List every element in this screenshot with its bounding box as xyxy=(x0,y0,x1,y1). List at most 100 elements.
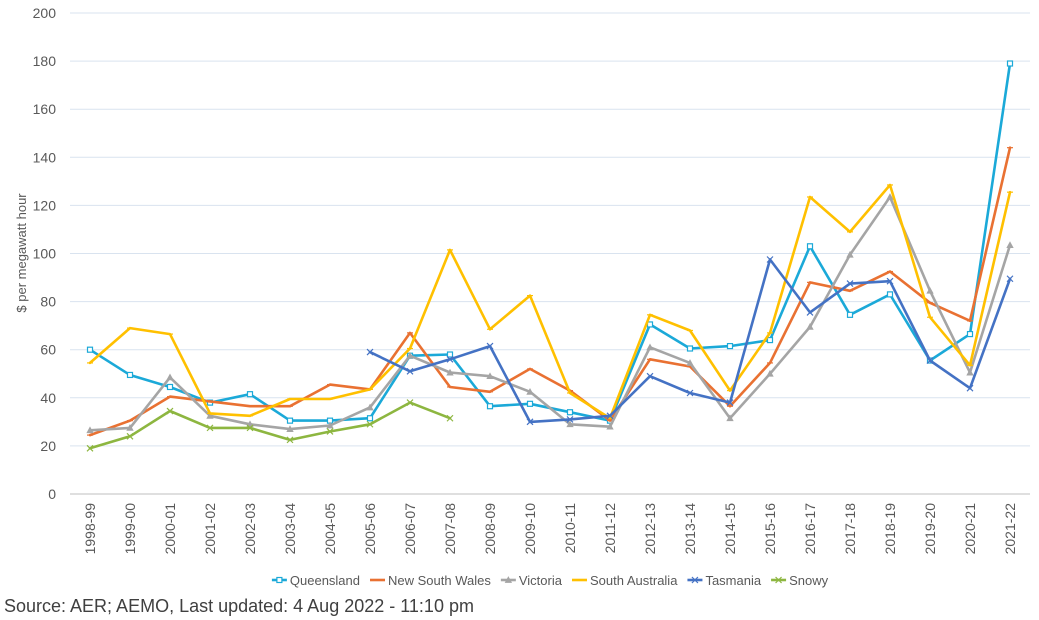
y-tick-label: 120 xyxy=(33,197,57,213)
y-tick-label: 80 xyxy=(40,294,56,310)
data-point xyxy=(446,368,454,376)
data-point xyxy=(606,412,614,420)
data-point xyxy=(366,415,374,422)
series-line xyxy=(88,62,1012,422)
data-point xyxy=(276,576,283,584)
legend: Queensland New South Wales Victoria South A… xyxy=(271,573,829,588)
data-point xyxy=(846,280,854,287)
legend-item: New South Wales xyxy=(370,573,491,588)
data-point xyxy=(286,425,294,432)
data-point xyxy=(1006,275,1014,283)
x-tick-label: 2019-20 xyxy=(922,503,938,555)
data-point xyxy=(206,412,214,419)
data-point xyxy=(486,342,494,350)
data-point xyxy=(766,336,774,344)
data-point xyxy=(446,355,454,363)
data-point xyxy=(966,330,974,338)
data-point xyxy=(646,372,654,380)
data-point xyxy=(526,418,534,426)
x-tick-label: 2017-18 xyxy=(842,503,858,555)
data-point xyxy=(686,345,694,352)
data-point xyxy=(326,421,334,429)
x-tick-label: 2005-06 xyxy=(362,503,378,555)
x-tick-label: 2012-13 xyxy=(642,503,658,555)
data-point xyxy=(486,403,494,410)
data-point xyxy=(166,373,174,381)
data-point xyxy=(326,428,334,435)
x-tick-label: 2004-05 xyxy=(322,503,338,555)
y-tick-label: 200 xyxy=(33,5,57,21)
series-new-south-wales xyxy=(87,146,1013,437)
data-point xyxy=(406,399,414,407)
series-line xyxy=(88,183,1012,420)
x-tick-label: 2007-08 xyxy=(442,503,458,555)
x-tick-label: 2008-09 xyxy=(482,503,498,555)
y-tick-label: 140 xyxy=(33,149,57,165)
series-line xyxy=(88,401,452,450)
data-point xyxy=(806,243,814,250)
data-point xyxy=(775,576,783,584)
data-point xyxy=(86,426,94,434)
data-point xyxy=(691,576,699,584)
legend-label: Queensland xyxy=(290,573,360,588)
x-tick-label: 2009-10 xyxy=(522,503,538,555)
legend-item: South Australia xyxy=(571,573,678,588)
data-point xyxy=(366,348,374,356)
data-point xyxy=(504,576,513,583)
data-point xyxy=(406,367,414,375)
legend-item: Tasmania xyxy=(687,573,762,588)
x-tick-label: 2020-21 xyxy=(962,503,978,555)
y-tick-label: 0 xyxy=(48,486,56,502)
source-note: Source: AER; AEMO, Last updated: 4 Aug 2… xyxy=(4,596,474,616)
series-line xyxy=(88,146,1012,437)
data-point xyxy=(806,308,814,316)
data-point xyxy=(366,403,374,411)
x-tick-label: 2011-12 xyxy=(602,503,618,554)
data-point xyxy=(766,369,774,377)
data-point xyxy=(926,357,934,364)
x-tick-label: 2015-16 xyxy=(762,503,778,555)
series-line xyxy=(88,195,1012,432)
data-point xyxy=(206,424,214,432)
y-axis-title: $ per megawatt hour xyxy=(14,193,29,313)
data-point xyxy=(86,444,94,452)
data-point xyxy=(566,409,574,416)
y-tick-label: 20 xyxy=(40,438,56,454)
data-point xyxy=(846,311,854,318)
data-point xyxy=(446,414,454,422)
y-tick-label: 160 xyxy=(33,101,57,117)
data-point xyxy=(126,371,134,379)
data-point xyxy=(606,422,614,430)
data-point xyxy=(526,387,534,395)
data-point xyxy=(966,368,974,376)
data-point xyxy=(886,291,894,298)
data-point xyxy=(1006,241,1014,248)
data-point xyxy=(726,414,734,422)
x-tick-label: 2001-02 xyxy=(202,503,218,555)
data-point xyxy=(526,400,534,407)
data-point xyxy=(766,256,774,263)
data-point xyxy=(726,342,734,350)
legend-item: Queensland xyxy=(271,573,360,588)
x-tick-label: 2010-11 xyxy=(562,503,578,554)
series-layer xyxy=(86,60,1014,452)
data-point xyxy=(886,193,894,200)
y-axis-ticks: 0 20 40 60 80 100 120 140 160 180 200 xyxy=(33,5,57,502)
data-point xyxy=(846,250,854,258)
legend-label: Tasmania xyxy=(705,573,761,588)
data-point xyxy=(646,343,654,351)
data-point xyxy=(486,372,494,380)
x-tick-label: 2002-03 xyxy=(242,503,258,555)
data-point xyxy=(686,359,694,366)
data-point xyxy=(406,351,414,359)
x-tick-label: 2016-17 xyxy=(802,503,818,555)
series-snowy xyxy=(86,399,454,452)
x-tick-label: 2014-15 xyxy=(722,503,738,555)
data-point xyxy=(726,399,734,407)
data-point xyxy=(126,432,134,440)
y-tick-label: 180 xyxy=(33,53,57,69)
data-point xyxy=(366,420,374,428)
data-point xyxy=(926,286,934,294)
x-tick-label: 2018-19 xyxy=(882,503,898,555)
series-queensland xyxy=(86,60,1014,424)
